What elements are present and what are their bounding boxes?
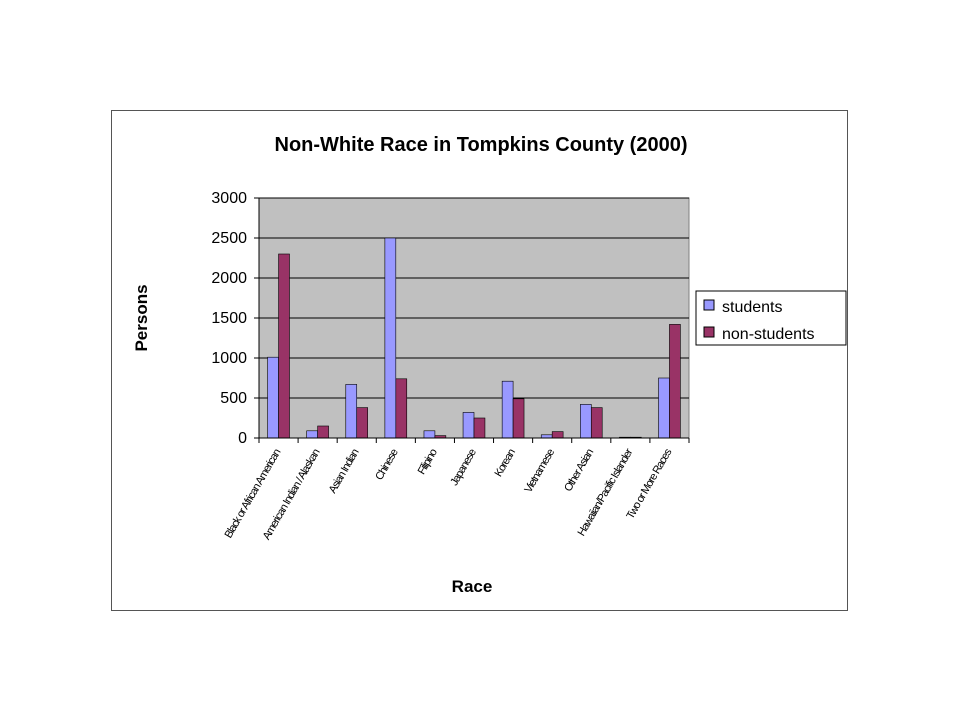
chart-frame: Non-White Race in Tompkins County (2000)… <box>111 110 848 611</box>
bar-non-students-10 <box>669 324 681 439</box>
y-tick-label: 2500 <box>211 230 247 247</box>
x-tick-label: Korean <box>493 447 519 479</box>
bar-non-students-5 <box>473 417 486 439</box>
bar-students-4 <box>423 430 436 439</box>
y-tick-label: 2000 <box>211 270 247 287</box>
x-tick-label: Vietnamese <box>522 447 557 495</box>
legend-swatch-students <box>703 299 715 311</box>
legend-item-students: students <box>703 299 782 316</box>
x-tick-label: Japanese <box>448 447 479 488</box>
y-tick-label: 3000 <box>211 190 247 207</box>
bar-chart: Non-White Race in Tompkins County (2000)… <box>132 134 847 596</box>
legend-label-students: students <box>722 299 782 316</box>
legend: students non-students <box>695 290 847 346</box>
bar-non-students-6 <box>512 398 525 439</box>
y-tick-label: 500 <box>220 390 247 407</box>
bar-students-5 <box>462 412 475 439</box>
y-tick-label: 1500 <box>211 310 247 327</box>
bar-students-2 <box>345 384 358 439</box>
gridlines <box>259 197 689 399</box>
bar-non-students-7 <box>551 431 564 439</box>
y-tick-label: 0 <box>238 430 247 447</box>
x-tick-label: Other Asian <box>562 447 596 494</box>
chart-title: Non-White Race in Tompkins County (2000) <box>275 134 688 156</box>
bar-students-1 <box>306 430 318 439</box>
x-tick-label: Chinese <box>373 447 401 483</box>
x-tick-label: Asian Indian <box>327 447 362 496</box>
x-tick-label: Filipino <box>416 447 440 477</box>
bar-students-3 <box>384 237 397 439</box>
bar-students-10 <box>658 377 670 439</box>
bar-non-students-1 <box>317 425 329 439</box>
bar-non-students-0 <box>278 253 290 439</box>
bar-non-students-2 <box>356 407 368 439</box>
bar-students-6 <box>501 380 514 439</box>
legend-swatch-non-students <box>703 326 715 338</box>
bar-non-students-8 <box>590 407 603 439</box>
legend-label-non-students: non-students <box>722 326 815 343</box>
bar-students-8 <box>580 404 592 439</box>
y-axis-ticks: 0 500 1000 1500 2000 2500 3000 <box>211 190 259 447</box>
bar-non-students-3 <box>395 378 408 439</box>
legend-item-non-students: non-students <box>703 326 815 343</box>
y-tick-label: 1000 <box>211 350 247 367</box>
x-axis-label: Race <box>452 577 493 596</box>
bar-students-0 <box>267 356 279 439</box>
bars <box>267 237 681 439</box>
y-axis-label: Persons <box>132 284 151 351</box>
legend-box <box>695 290 847 346</box>
